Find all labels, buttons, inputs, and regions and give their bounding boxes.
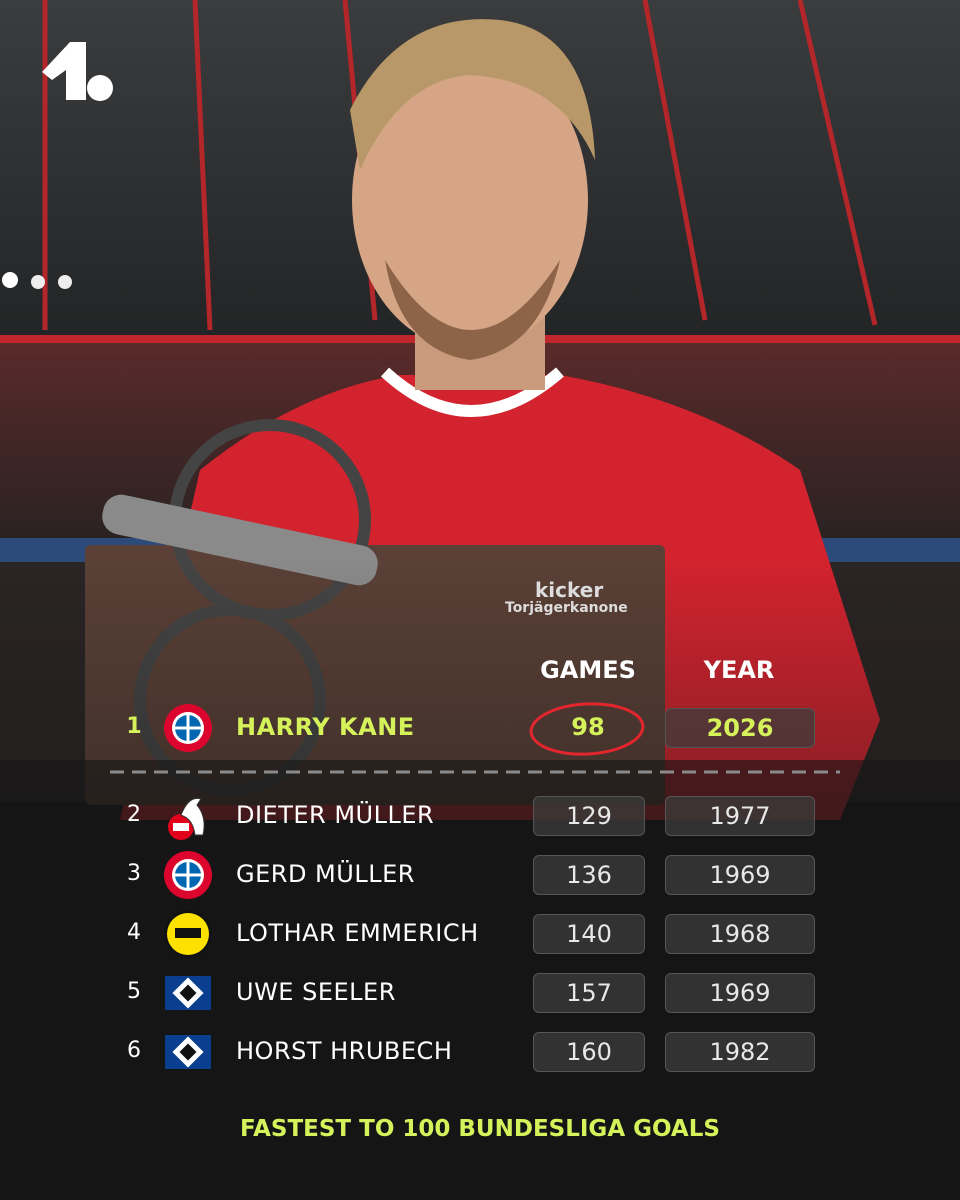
trophy-name: Torjägerkanone (505, 600, 628, 616)
column-header: YEAR (703, 656, 775, 684)
games-cell: 140 (533, 914, 645, 954)
club-crest (163, 1027, 213, 1077)
games-cell: 98 (571, 713, 605, 741)
rank: 2 (127, 802, 141, 827)
red-circle (529, 702, 645, 756)
player-name: LOTHAR EMMERICH (236, 919, 479, 947)
club-crest (163, 703, 213, 753)
club-crest (163, 850, 213, 900)
rank: 5 (127, 979, 141, 1004)
crest-icon (168, 797, 205, 840)
rank: 6 (127, 1038, 141, 1063)
rank: 3 (127, 861, 141, 886)
footer-title: FASTEST TO 100 BUNDESLIGA GOALS (240, 1116, 720, 1142)
year-cell: 1977 (665, 796, 815, 836)
player-name: HARRY KANE (236, 713, 415, 741)
games-cell: 129 (533, 796, 645, 836)
games-cell: 157 (533, 973, 645, 1013)
player-name: HORST HRUBECH (236, 1037, 453, 1065)
crest-icon (164, 704, 212, 752)
player-name: GERD MÜLLER (236, 860, 415, 888)
highlight-circle (525, 698, 650, 764)
player-name: DIETER MÜLLER (236, 801, 435, 829)
club-crest (163, 791, 213, 841)
year-cell: 2026 (665, 708, 815, 748)
crest-icon (165, 976, 211, 1010)
crest-icon (164, 910, 212, 958)
trophy-brand: kicker (535, 578, 604, 602)
column-header: GAMES (540, 656, 636, 684)
year-cell: 1968 (665, 914, 815, 954)
year-cell: 1969 (665, 855, 815, 895)
rank: 4 (127, 920, 141, 945)
crest-icon (165, 1035, 211, 1069)
year-cell: 1969 (665, 973, 815, 1013)
games-cell: 136 (533, 855, 645, 895)
rank: 1 (126, 714, 142, 739)
player-name: UWE SEELER (236, 978, 396, 1006)
crest-icon (164, 851, 212, 899)
club-crest (163, 968, 213, 1018)
games-cell: 160 (533, 1032, 645, 1072)
year-cell: 1982 (665, 1032, 815, 1072)
club-crest (163, 909, 213, 959)
